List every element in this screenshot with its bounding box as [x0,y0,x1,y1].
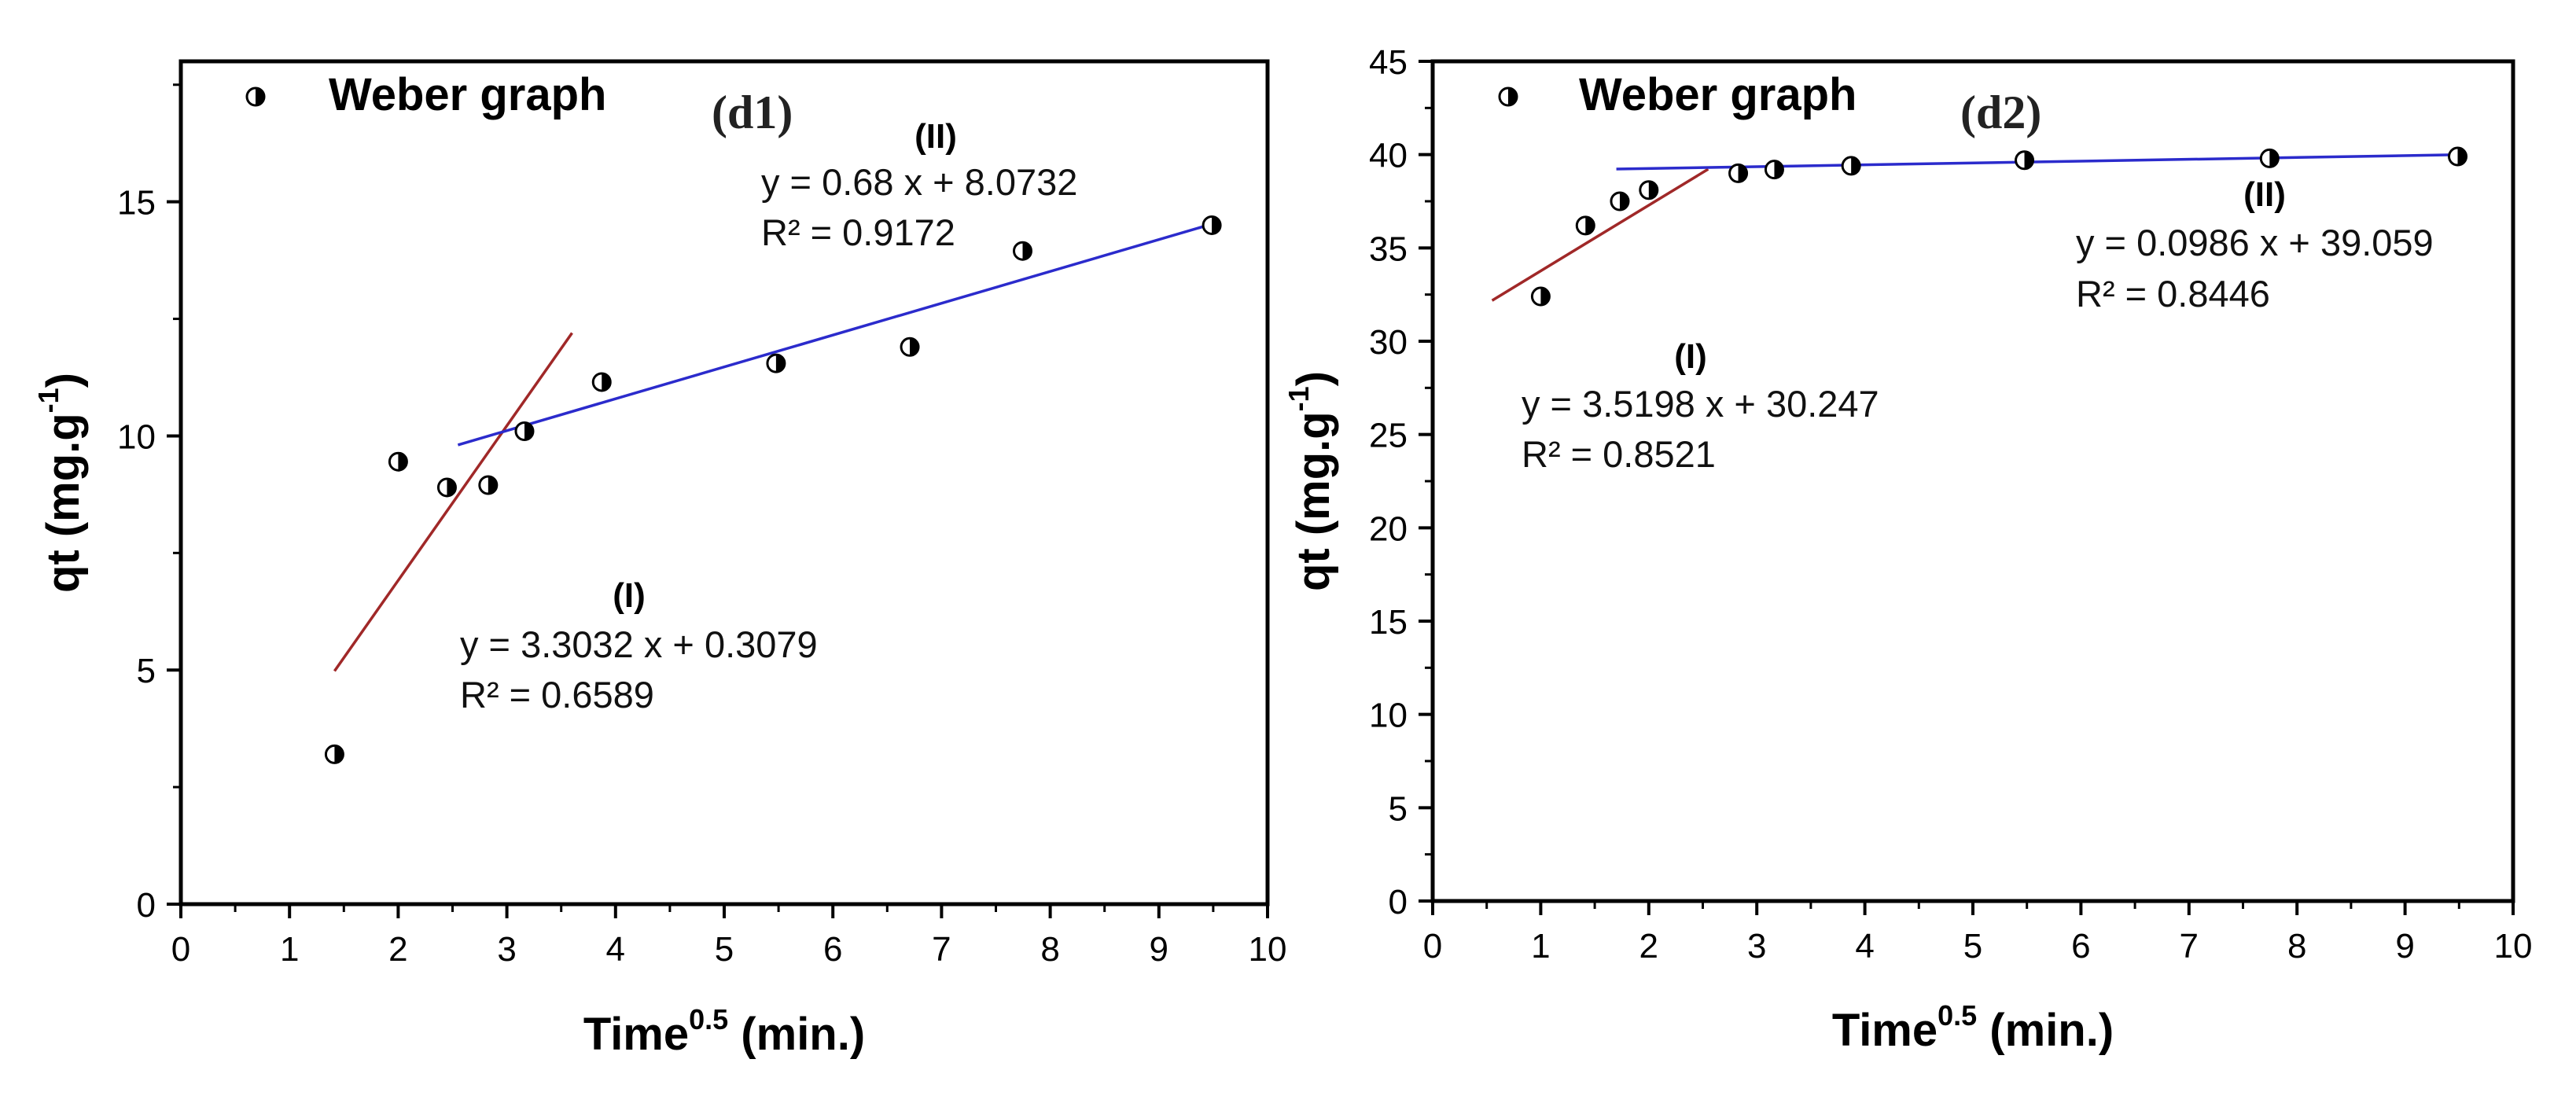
panel-d1-legend-symbol [245,86,266,107]
panel-d2-data-point [1728,163,1749,183]
panel-d1-x-tick-label: 7 [932,930,951,969]
panel-d2-x-tick-label: 6 [2071,927,2090,965]
panel-d1-data-point [436,477,457,498]
panel-d1-fit-ii-equation: y = 0.68 x + 8.0732 [761,161,1077,203]
panel-d1-x-tick-label: 6 [823,930,842,969]
panel-d1-data-point [388,451,408,472]
panel-d1-x-tick-label: 3 [497,930,516,969]
panel-d1-legend: Weber graph [245,69,606,120]
panel-d1-y-tick-label: 10 [117,417,156,456]
panel-d2-data-point [1639,180,1659,200]
panel-d2-legend-marker [1498,86,1518,107]
panel-d2-fit-i-r2: R² = 0.8521 [1522,433,1716,475]
panel-d2-y-tick-label: 10 [1369,697,1408,735]
panel-d2-y-tick-label: 45 [1369,43,1408,82]
panel-d2-x-tick-label: 9 [2395,927,2414,965]
panel-d1-y-tick-label: 15 [117,184,156,223]
panel-d1-fit-i-r2: R² = 0.6589 [460,674,654,715]
panel-d2-data-point [2259,148,2280,168]
panel-d1-x-tick-label: 8 [1040,930,1059,969]
panel-d1-fit-i-equation: y = 3.3032 x + 0.3079 [460,623,818,665]
panel-d1-data-point [478,475,499,495]
panel-d2-fit-ii-equation: y = 0.0986 x + 39.059 [2076,222,2434,263]
panel-d1-fit-ii-r2: R² = 0.9172 [761,211,955,253]
panel-d1-x-axis-title: Time0.5 (min.) [583,1003,865,1060]
panel-d1-data-point [1202,215,1222,235]
panel-d2-x-tick-label: 8 [2287,927,2306,965]
panel-d1-data-point [591,372,612,392]
panel-d1-data-point [324,744,344,764]
panel-d1-y-tick-label: 0 [137,886,156,925]
panel-d1-x-tick-label: 4 [606,930,625,969]
panel-d1-data-point [900,337,920,357]
panel-d2-data-point [1530,286,1551,307]
panel-d2-x-tick-label: 5 [1963,927,1982,965]
panel-d1-data-point [514,421,535,441]
panel-d1: 0 1 2 3 4 5 6 7 8 9 10 0 5 10 15 Weber graph (d1) (II)… [32,59,1287,1060]
panel-d1-series [324,215,1222,764]
panel-d1-fit-line-ii [457,222,1214,447]
panel-d2-fit-ii-label: (II) [2243,175,2286,214]
panel-d2-data-point [1610,191,1630,211]
panel-d2-legend-symbol [1498,86,1518,107]
panel-d2-x-tick-label: 10 [2494,927,2533,965]
panel-d2-data-point [1575,215,1595,236]
panel-d2-y-tick-label: 25 [1369,417,1408,455]
panel-d1-data-point [766,353,786,373]
panel-d2-fit-i-label: (I) [1674,337,1707,376]
panel-d2-y-tick-label: 40 [1369,137,1408,175]
panel-d2-x-tick-label: 7 [2180,927,2199,965]
panel-d2-y-tick-label: 35 [1369,230,1408,268]
panel-d2-data-point [2015,150,2035,171]
panel-d1-y-tick-label: 5 [137,652,156,690]
panel-d1-y-axis-title: qt (mg.g-1) [32,373,89,593]
panel-d1-data-point [1012,241,1032,261]
panel-d2-legend: Weber graph [1498,69,1857,120]
panel-d1-fit-ii-label: (II) [914,117,957,156]
panel-d2-x-axis-title: Time0.5 (min.) [1832,999,2114,1056]
panel-d1-ticks: 0 1 2 3 4 5 6 7 8 9 10 0 5 10 15 [117,83,1287,969]
panel-d1-label: (d1) [712,86,793,138]
panel-d2-fit-i-equation: y = 3.5198 x + 30.247 [1522,383,1879,425]
panel-d2-y-tick-label: 30 [1369,323,1408,362]
panel-d1-fit-i-label: (I) [613,576,646,615]
panel-d2-legend-label: Weber graph [1579,69,1857,120]
panel-d2-x-tick-label: 0 [1423,927,1442,965]
panel-d1-legend-label: Weber graph [329,69,606,120]
panel-d2-y-tick-label: 15 [1369,603,1408,642]
panel-d2-data-point [1764,160,1784,180]
panel-d2-x-tick-label: 3 [1747,927,1766,965]
panel-d2-fit-line-ii [1616,153,2460,171]
panel-d2-data-point [2448,146,2468,167]
panel-d1-legend-marker [245,86,266,107]
panel-d2-y-axis-title: qt (mg.g-1) [1282,371,1339,591]
panel-d2-y-tick-label: 5 [1389,789,1408,828]
panel-d1-x-tick-label: 0 [171,930,190,969]
panel-d2-label: (d2) [1960,86,2041,138]
panel-d2-x-tick-label: 4 [1855,927,1874,965]
panel-d2-data-point [1841,156,1861,176]
panel-d2-x-tick-label: 2 [1639,927,1658,965]
panel-d1-fit-line-i [333,332,573,672]
panel-d2-y-tick-label: 0 [1389,883,1408,921]
panel-d1-x-tick-label: 2 [388,930,407,969]
panel-d2-fit-line-i [1491,167,1709,302]
panel-d2-fit-ii-r2: R² = 0.8446 [2076,273,2270,314]
panel-d1-x-tick-label: 1 [280,930,299,969]
panel-d2-y-tick-label: 20 [1369,509,1408,548]
panel-d2-x-tick-label: 1 [1531,927,1550,965]
panel-d2-series [1491,146,2468,307]
panel-d1-x-tick-label: 10 [1249,930,1287,969]
panel-d1-x-tick-label: 9 [1150,930,1168,969]
panel-d1-x-tick-label: 5 [715,930,734,969]
